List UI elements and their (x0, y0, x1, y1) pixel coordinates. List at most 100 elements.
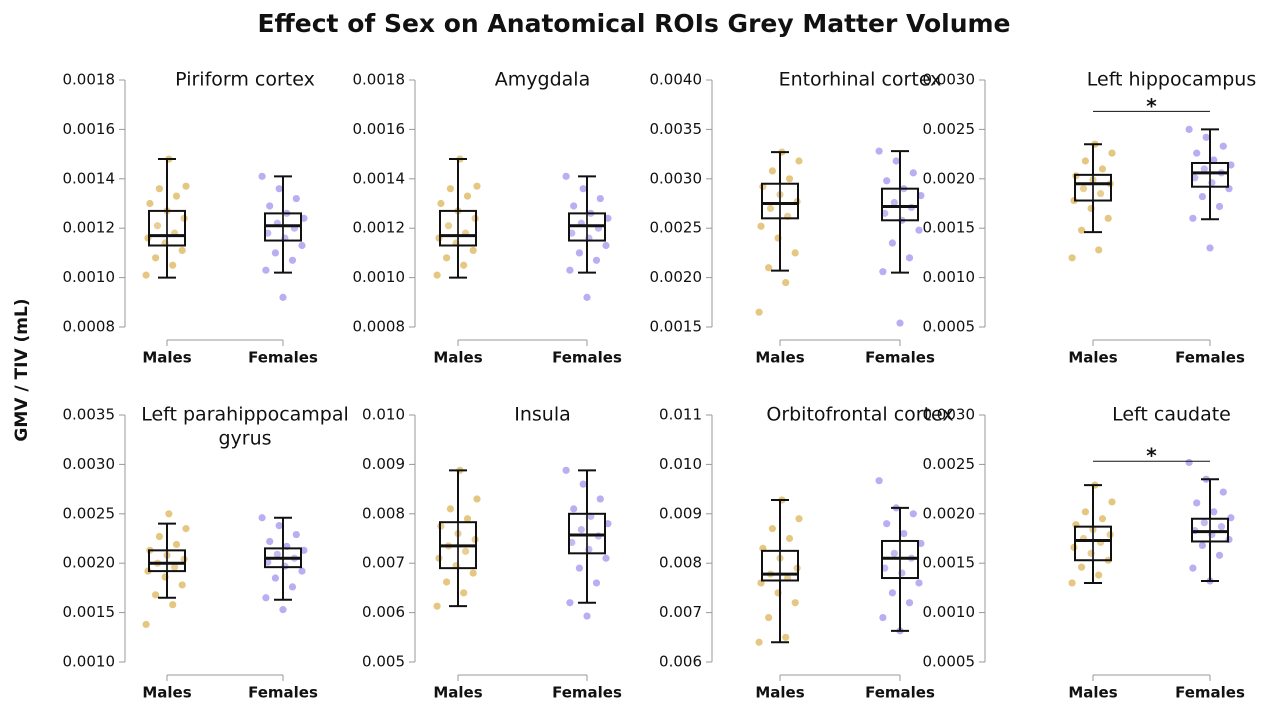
data-point (1108, 149, 1116, 157)
panel-title: Left parahippocampal (141, 404, 349, 426)
data-point (266, 537, 274, 546)
y-tick-label: 0.0016 (63, 120, 116, 138)
data-point (462, 547, 470, 555)
data-point (765, 264, 773, 272)
data-point (596, 194, 604, 203)
x-tick-label: Males (433, 684, 482, 702)
data-point (577, 526, 585, 534)
data-point (155, 532, 163, 541)
data-point (171, 563, 179, 571)
data-point (258, 172, 266, 180)
data-point (300, 214, 308, 222)
data-point (768, 525, 777, 533)
y-tick-label: 0.0005 (923, 318, 976, 336)
data-point (905, 254, 914, 262)
data-point (1227, 161, 1235, 169)
y-tick-label: 0.0030 (923, 71, 976, 89)
x-tick-label: Females (552, 349, 622, 367)
data-point (275, 522, 283, 530)
data-point (433, 271, 441, 279)
data-point (917, 191, 925, 200)
data-point (473, 182, 481, 190)
data-point (1068, 579, 1076, 587)
data-point (178, 246, 186, 255)
data-point (292, 194, 300, 203)
data-point (604, 520, 612, 528)
y-tick-label: 0.006 (362, 603, 405, 621)
box (439, 209, 477, 247)
box (148, 209, 186, 247)
data-point (298, 567, 306, 575)
data-point (463, 192, 472, 200)
data-point (1189, 214, 1197, 222)
box (148, 549, 186, 573)
data-point (288, 256, 297, 264)
data-point (604, 214, 612, 222)
x-tick-label: Males (755, 684, 804, 702)
data-point (905, 599, 914, 607)
data-point (152, 254, 160, 262)
y-tick-label: 0.005 (362, 653, 405, 671)
data-point (1078, 563, 1086, 571)
data-point (766, 204, 775, 213)
data-point (795, 515, 803, 523)
data-point (446, 185, 454, 193)
data-point (782, 633, 790, 641)
data-point (1215, 551, 1224, 559)
data-point (755, 308, 763, 316)
y-tick-label: 0.007 (659, 603, 702, 621)
data-point (579, 185, 587, 193)
y-tick-label: 0.0018 (353, 71, 406, 89)
data-point (153, 222, 162, 230)
box (761, 549, 799, 582)
y-tick-label: 0.0025 (923, 455, 976, 473)
y-tick-label: 0.0030 (63, 455, 116, 473)
data-point (288, 583, 297, 591)
y-tick-label: 0.0020 (923, 504, 976, 522)
y-tick-label: 0.0010 (63, 653, 116, 671)
data-point (768, 167, 777, 175)
data-point (443, 254, 451, 262)
y-tick-label: 0.0030 (923, 406, 976, 424)
data-point (890, 198, 898, 207)
data-point (782, 278, 790, 287)
x-tick-label: Females (248, 349, 318, 367)
y-tick-label: 0.0020 (650, 268, 703, 286)
y-tick-label: 0.0008 (353, 318, 406, 336)
y-tick-label: 0.0008 (63, 318, 116, 336)
y-tick-label: 0.0014 (63, 169, 116, 187)
data-point (172, 540, 181, 549)
y-tick-label: 0.0015 (923, 219, 976, 237)
panel-title: Left caudate (1112, 404, 1231, 426)
y-tick-label: 0.0025 (923, 120, 976, 138)
panel-title: Piriform cortex (175, 69, 315, 91)
y-tick-label: 0.0010 (923, 268, 976, 286)
data-point (266, 202, 274, 210)
x-tick-label: Males (433, 349, 482, 367)
data-point (583, 293, 591, 301)
y-tick-label: 0.007 (362, 554, 405, 572)
data-point (1219, 142, 1227, 150)
data-point (1081, 157, 1089, 165)
data-point (1200, 165, 1208, 173)
y-tick-label: 0.0025 (650, 219, 703, 237)
panel-title: Amygdala (495, 69, 590, 91)
data-point (915, 579, 923, 587)
y-tick-label: 0.0015 (63, 603, 116, 621)
data-point (562, 172, 570, 180)
data-point (1189, 564, 1197, 572)
data-point (1219, 488, 1227, 496)
panel-title: Entorhinal cortex (779, 69, 942, 91)
data-point (146, 199, 154, 208)
x-tick-label: Males (1068, 349, 1117, 367)
data-point (142, 620, 150, 629)
data-point (469, 569, 477, 577)
x-tick-label: Males (142, 684, 191, 702)
data-point (152, 591, 160, 599)
data-point (1104, 214, 1112, 222)
data-point (1078, 226, 1086, 234)
data-point (915, 226, 923, 234)
data-point (178, 581, 186, 589)
data-point (909, 510, 917, 518)
data-point (446, 505, 454, 513)
